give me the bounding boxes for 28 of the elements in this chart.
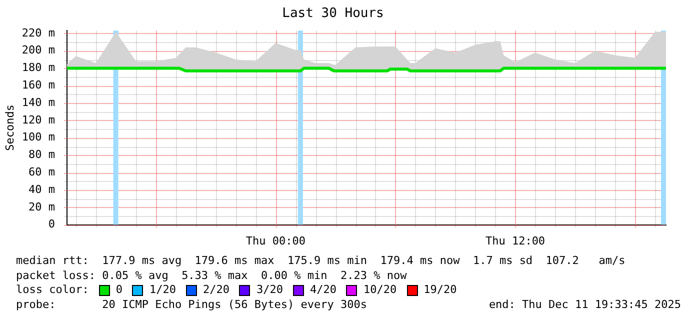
y-tick-label: 40 m [28,182,56,196]
x-tick-label: Thu 00:00 [246,234,306,248]
x-tick-label: Thu 12:00 [485,234,546,248]
y-tick-label: 100 m [22,130,56,144]
legend-label: 19/20 [424,283,457,298]
text: packet loss: 0.05 % avg 5.33 % max 0.00 % min 2.23 % now [16,268,407,284]
text: median rtt: 177.9 ms avg 179.6 ms max 175.9 ms min 179.4 ms now 1.7 ms sd 107.2 am/s [16,254,626,269]
legend-label: 4/20 [310,283,336,298]
y-tick-label: 160 m [22,78,56,92]
y-tick-label: 80 m [28,148,56,162]
y-tick-label: 140 m [22,96,56,109]
y-tick-label: 20 m [28,200,56,214]
legend-label: 2/20 [202,283,230,298]
legend-label: 1/20 [149,283,176,298]
y-tick-label: 60 m [28,165,56,178]
legend-title: loss color: [16,283,89,298]
legend-label: 3/20 [256,283,283,298]
legend-label: 10/20 [363,283,397,298]
y-tick-label: 0 [48,218,55,231]
y-tick-label: 220 m [22,26,56,40]
y-tick-label: 120 m [22,113,56,126]
chart-title: Last 30 Hours [282,6,384,22]
y-tick-label: 180 m [22,61,56,74]
legend-label: 0 [116,283,122,298]
y-axis-title: Seconds [3,104,16,151]
text: end: Thu Dec 11 19:33:45 2025 [488,298,681,312]
y-tick-label: 200 m [22,44,56,57]
text: probe: 20 ICMP Echo Pings (56 Bytes) every 300s [16,298,367,312]
